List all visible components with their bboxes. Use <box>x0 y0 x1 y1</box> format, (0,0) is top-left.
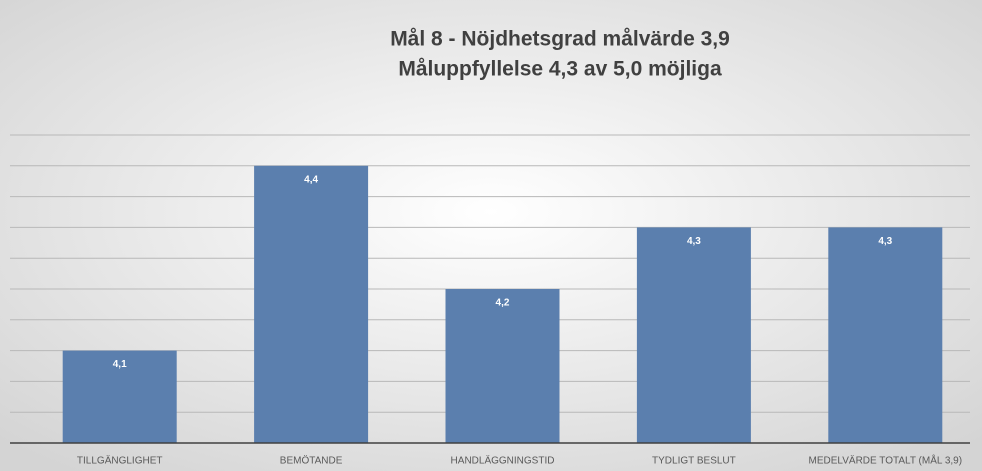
x-tick-label: HANDLÄGGNINGSTID <box>451 455 555 467</box>
chart-title: Mål 8 - Nöjdhetsgrad målvärde 3,9 <box>390 28 730 51</box>
bar <box>636 227 751 443</box>
x-tick-label: TILLGÄNGLIGHET <box>77 455 163 467</box>
chart-subtitle: Måluppfyllelse 4,3 av 5,0 möjliga <box>398 58 722 81</box>
bar <box>828 227 943 443</box>
data-label: 4,1 <box>113 359 127 370</box>
data-label: 4,4 <box>304 174 318 185</box>
x-tick-label: MEDELVÄRDE TOTALT (MÅL 3,9) <box>809 454 963 467</box>
bar <box>254 165 369 444</box>
x-tick-label: BEMÖTANDE <box>280 455 343 467</box>
data-label: 4,3 <box>878 236 892 247</box>
bar <box>62 350 177 443</box>
data-label: 4,2 <box>496 298 510 309</box>
bar <box>445 289 560 443</box>
data-label: 4,3 <box>687 236 701 247</box>
x-tick-label: TYDLIGT BESLUT <box>652 456 736 467</box>
